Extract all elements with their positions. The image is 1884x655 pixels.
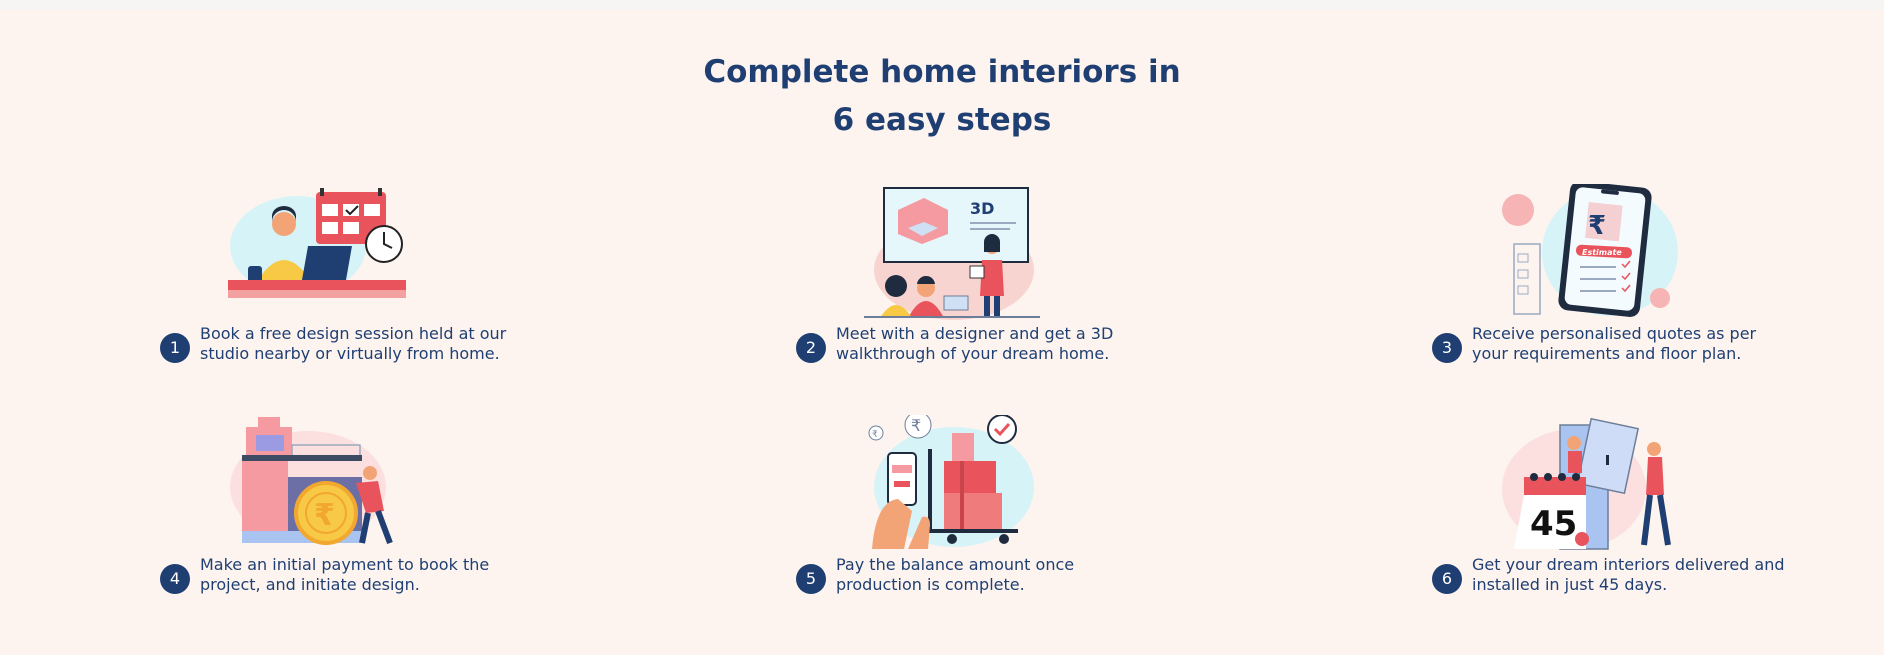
step-description-line-2: production is complete. — [836, 575, 1025, 594]
step-description-line-2: studio nearby or virtually from home. — [200, 344, 500, 363]
step-6: 45 6 Get your dream interiors delivered … — [1432, 415, 1852, 615]
step-5: ₹ ₹ 5 Pay the balance amount once produc… — [796, 415, 1216, 615]
initial-payment-icon: ₹ — [230, 417, 393, 545]
step-description-line-1: Get your dream interiors delivered and — [1472, 555, 1785, 574]
step-description-line-1: Make an initial payment to book the — [200, 555, 490, 574]
step-description-line-1: Receive personalised quotes as per — [1472, 324, 1757, 343]
step-3: ₹ Estimate 3 Receive personalised quotes… — [1432, 184, 1852, 384]
rupee-coin-symbol: ₹ — [314, 498, 335, 533]
step-number-badge: 4 — [160, 564, 190, 594]
step-description: Make an initial payment to book the proj… — [200, 555, 540, 595]
step-number-badge: 3 — [1432, 333, 1462, 363]
top-bar — [0, 0, 1884, 10]
quote-estimate-icon: ₹ Estimate — [1502, 184, 1678, 317]
step-description: Book a free design session held at our s… — [200, 324, 540, 364]
step-description: Receive personalised quotes as per your … — [1472, 324, 1812, 364]
step-4: ₹ 4 Make an initial payment to book the … — [160, 415, 580, 615]
step-number-badge: 5 — [796, 564, 826, 594]
step-1: 1 Book a free design session held at our… — [160, 184, 580, 384]
step-description-line-1: Pay the balance amount once — [836, 555, 1075, 574]
step-number-badge: 6 — [1432, 564, 1462, 594]
design-session-icon — [228, 188, 406, 298]
step-description: Get your dream interiors delivered and i… — [1472, 555, 1812, 595]
3d-walkthrough-icon: 3D — [864, 187, 1040, 320]
step-number-badge: 2 — [796, 333, 826, 363]
section-title: Complete home interiors in 6 easy steps — [0, 48, 1884, 144]
step-description: Meet with a designer and get a 3D walkth… — [836, 324, 1176, 364]
step-description-line-2: walkthrough of your dream home. — [836, 344, 1110, 363]
delivery-installation-icon: 45 — [1502, 417, 1671, 550]
rupee-bubble-symbol: ₹ — [911, 416, 921, 435]
step-number-badge: 1 — [160, 333, 190, 363]
title-line-2: 6 easy steps — [832, 102, 1052, 138]
rupee-symbol: ₹ — [1588, 211, 1606, 241]
step-description-line-2: your requirements and floor plan. — [1472, 344, 1742, 363]
3d-screen-label: 3D — [970, 199, 994, 218]
balance-payment-icon: ₹ ₹ — [868, 415, 1034, 549]
step-2: 3D 2 Meet with a designer and get a 3D w… — [796, 184, 1216, 384]
step-description: Pay the balance amount once production i… — [836, 555, 1176, 595]
step-description-line-2: installed in just 45 days. — [1472, 575, 1668, 594]
step-description-line-1: Meet with a designer and get a 3D — [836, 324, 1114, 343]
step-description-line-1: Book a free design session held at our — [200, 324, 507, 343]
title-line-1: Complete home interiors in — [703, 54, 1181, 90]
small-rupee-symbol: ₹ — [872, 430, 878, 440]
step-description-line-2: project, and initiate design. — [200, 575, 420, 594]
calendar-number: 45 — [1530, 504, 1577, 544]
estimate-label: Estimate — [1582, 248, 1622, 257]
